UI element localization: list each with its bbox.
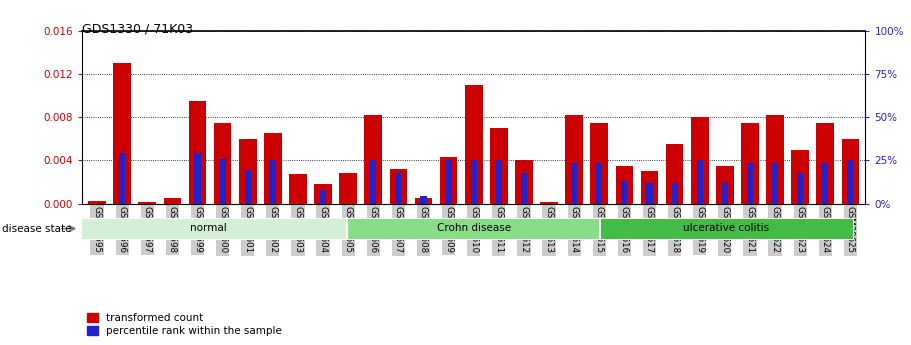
Bar — [647, 183, 652, 204]
Bar — [697, 160, 702, 204]
Bar — [270, 160, 276, 204]
Bar — [816, 123, 834, 204]
Bar — [340, 173, 357, 204]
Bar — [471, 160, 476, 204]
Text: Crohn disease: Crohn disease — [436, 223, 511, 233]
Bar — [772, 162, 778, 204]
Bar — [600, 218, 853, 239]
Text: GDS1330 / 71K03: GDS1330 / 71K03 — [82, 22, 193, 36]
Bar — [440, 157, 457, 204]
Bar — [220, 159, 226, 204]
Bar — [113, 63, 131, 204]
Bar — [521, 173, 527, 204]
Bar — [465, 85, 483, 204]
Bar — [69, 218, 347, 239]
Bar — [364, 115, 382, 204]
Bar — [716, 166, 733, 204]
Bar — [847, 160, 854, 204]
Bar — [264, 134, 281, 204]
Bar — [88, 201, 106, 204]
Bar — [390, 169, 407, 204]
Bar — [742, 123, 759, 204]
Bar — [415, 198, 433, 204]
Bar — [640, 171, 659, 204]
Bar — [138, 203, 156, 204]
Bar — [420, 196, 426, 204]
Bar — [540, 203, 558, 204]
Bar — [621, 181, 628, 204]
Bar — [496, 160, 502, 204]
Text: normal: normal — [190, 223, 227, 233]
Legend: transformed count, percentile rank within the sample: transformed count, percentile rank withi… — [87, 313, 281, 336]
Bar — [691, 117, 709, 204]
Bar — [189, 101, 206, 204]
Bar — [590, 123, 608, 204]
Bar — [823, 162, 828, 204]
Bar — [164, 198, 181, 204]
Bar — [842, 139, 859, 204]
Bar — [395, 173, 402, 204]
Bar — [245, 170, 251, 204]
Bar — [566, 115, 583, 204]
Bar — [571, 162, 578, 204]
Bar — [289, 175, 307, 204]
Bar — [515, 160, 533, 204]
Bar — [797, 173, 804, 204]
Bar — [214, 123, 231, 204]
Bar — [445, 160, 452, 204]
Bar — [347, 218, 600, 239]
Bar — [666, 144, 683, 204]
Bar — [616, 166, 633, 204]
Bar — [314, 184, 332, 204]
Text: ulcerative colitis: ulcerative colitis — [683, 223, 770, 233]
Bar — [119, 153, 125, 204]
Bar — [320, 189, 326, 204]
Bar — [792, 150, 809, 204]
Bar — [596, 162, 602, 204]
Bar — [722, 183, 728, 204]
Bar — [239, 139, 257, 204]
Bar — [370, 160, 376, 204]
Bar — [671, 183, 678, 204]
Bar — [766, 115, 783, 204]
Bar — [490, 128, 507, 204]
Bar — [747, 162, 753, 204]
Bar — [194, 153, 200, 204]
Text: disease state: disease state — [2, 224, 71, 234]
